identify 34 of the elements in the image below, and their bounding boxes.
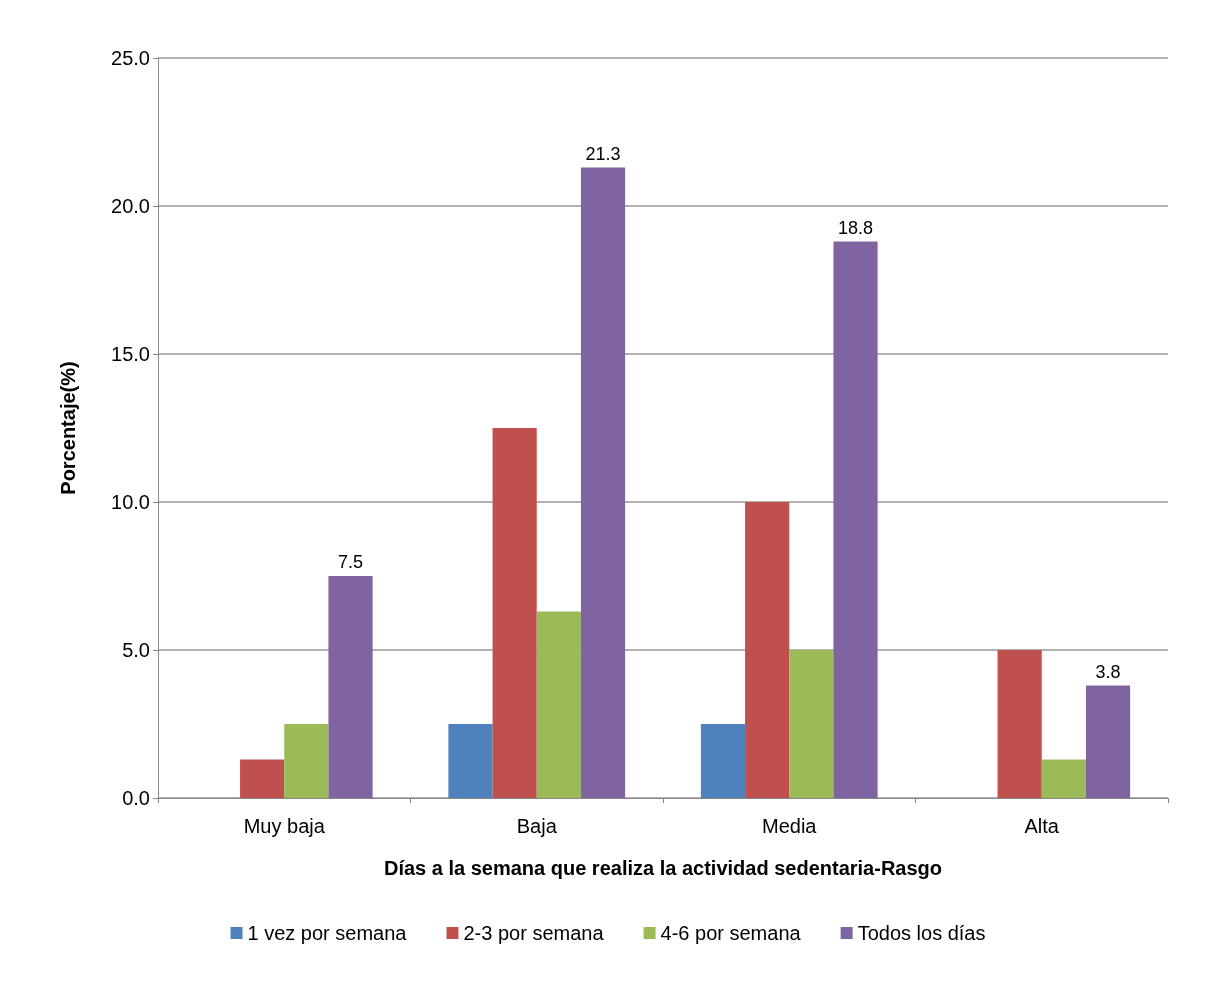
y-tick-label: 0.0	[122, 787, 150, 809]
bar	[745, 502, 790, 798]
bar	[580, 167, 626, 798]
y-tick-label: 5.0	[122, 639, 150, 661]
x-axis-title: Días a la semana que realiza la actividad sedentaria-Rasgo	[383, 857, 943, 879]
bar	[700, 724, 746, 798]
bar	[328, 576, 373, 798]
legend-label: Todos los días	[857, 922, 986, 944]
bar	[833, 241, 878, 798]
bar	[1085, 685, 1131, 798]
legend-label: 2-3 por semana	[463, 922, 605, 944]
y-tick-label: 10.0	[111, 491, 150, 513]
data-label: 18.8	[838, 217, 874, 238]
y-tick-label: 20.0	[111, 195, 150, 217]
x-tick-label: Media	[762, 815, 818, 837]
data-label: 3.8	[1095, 661, 1121, 682]
bar	[448, 724, 493, 798]
bar	[240, 759, 285, 798]
bar	[492, 428, 537, 798]
y-tick-label: 25.0	[111, 47, 150, 69]
bar	[789, 650, 834, 798]
legend-label: 4-6 por semana	[660, 922, 802, 944]
y-axis-title: Porcentaje(%)	[57, 361, 79, 495]
data-label: 21.3	[585, 143, 621, 164]
x-tick-label: Baja	[516, 815, 558, 837]
y-tick-label: 15.0	[111, 343, 150, 365]
x-tick-label: Alta	[1024, 815, 1060, 837]
legend-label: 1 vez por semana	[247, 922, 408, 944]
bar	[284, 724, 329, 798]
data-label: 7.5	[338, 552, 364, 572]
bar	[997, 650, 1042, 798]
bar	[1041, 759, 1086, 798]
x-tick-label: Muy baja	[243, 815, 326, 837]
bar	[536, 611, 581, 798]
